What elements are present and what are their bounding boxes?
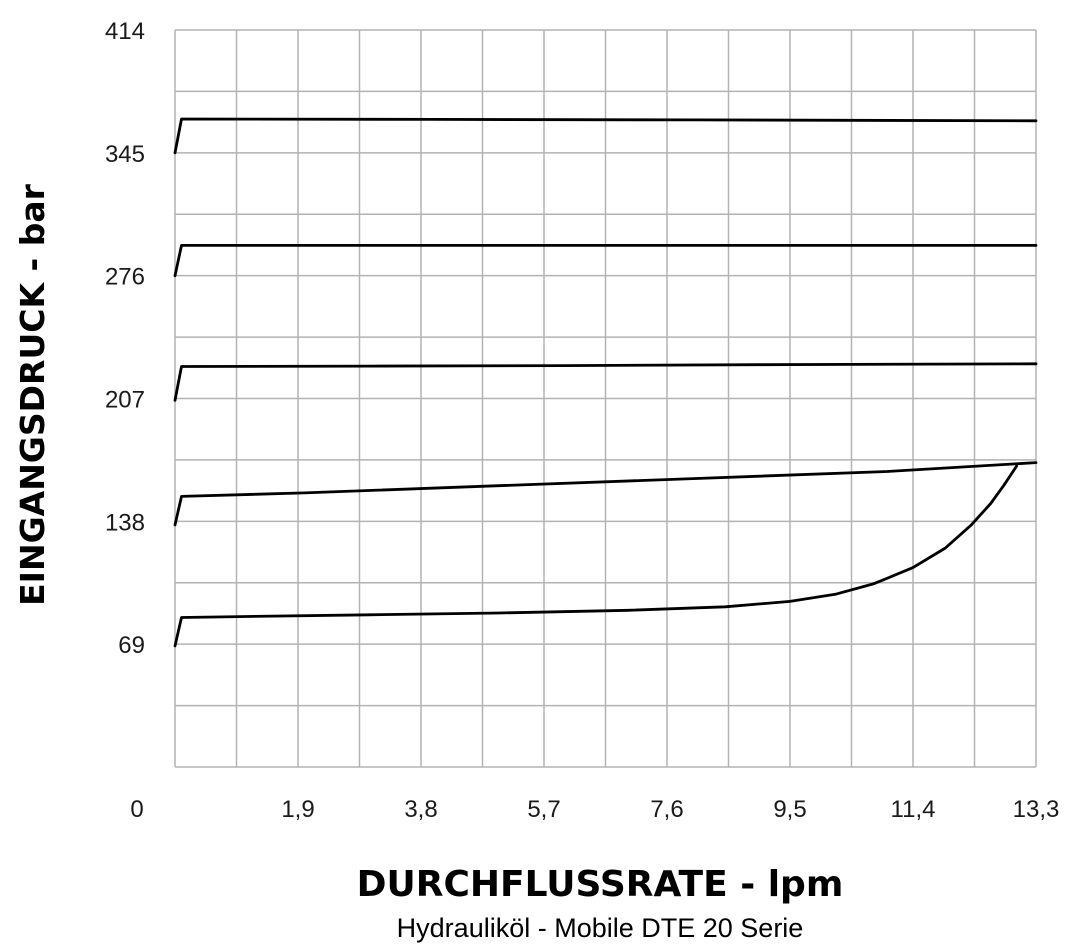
x-tick-label: 13,3	[1013, 796, 1060, 823]
x-tick-label: 9,5	[773, 796, 806, 823]
series-line-3	[173, 362, 1038, 402]
x-tick-label: 7,6	[650, 796, 683, 823]
series-line-4	[173, 244, 1038, 278]
y-axis-title: EINGANGSDRUCK - bar	[13, 183, 52, 605]
y-tick-labels: 69 138 207 276 345 414	[105, 18, 145, 659]
y-tick-label: 414	[105, 18, 145, 45]
y-tick-label: 276	[105, 264, 145, 291]
x-tick-label: 5,7	[527, 796, 560, 823]
series-line-5	[173, 117, 1038, 155]
series-lines	[173, 117, 1038, 648]
x-tick-label: 11,4	[891, 796, 936, 823]
x-tick-label: 3,8	[404, 796, 437, 823]
series-line-2	[173, 461, 1038, 527]
x-tick-label: 1,9	[281, 796, 314, 823]
y-tick-label: 207	[105, 387, 145, 414]
x-axis-title: DURCHFLUSSRATE - lpm	[357, 864, 844, 905]
y-tick-label: 69	[118, 632, 145, 659]
x-tick-labels: 0 1,9 3,8 5,7 7,6 9,5 11,4 13,3	[130, 796, 1059, 823]
y-tick-label: 138	[105, 509, 145, 536]
chart-subtitle: Hydrauliköl - Mobile DTE 20 Serie	[397, 913, 804, 943]
series-line-1	[173, 464, 1018, 648]
grid	[174, 29, 1037, 768]
y-tick-label: 345	[105, 141, 145, 168]
x-tick-label: 0	[130, 796, 143, 823]
